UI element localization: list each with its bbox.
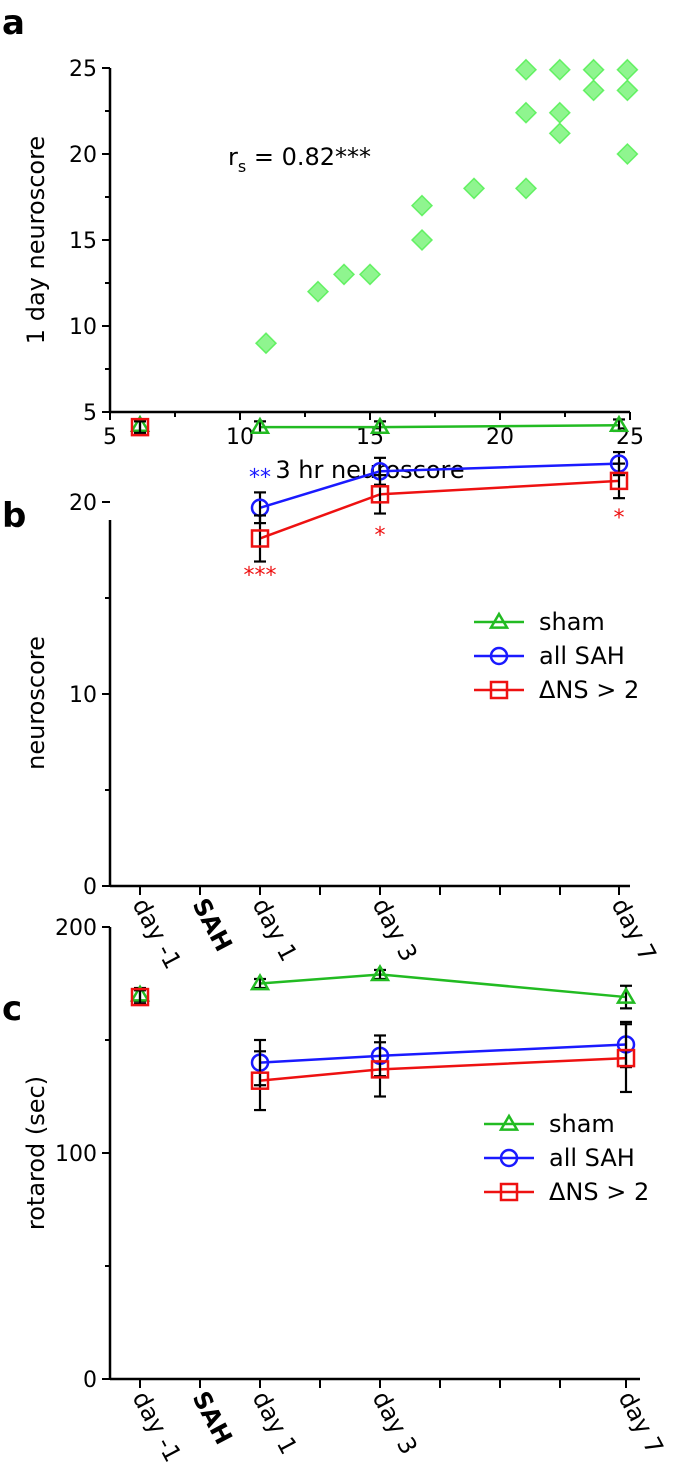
square-marker [609,471,629,491]
scatter-point [410,194,434,217]
triangle-marker [498,1113,520,1131]
x-category-label-c: day 7 [613,1387,669,1459]
scatter-point [514,58,538,81]
x-category-label-b: day 7 [606,894,662,966]
series-line [259,1056,627,1082]
x-category-label-c: day 3 [367,1387,423,1459]
scatter-point [332,263,356,286]
y-tick-label-a: 20 [69,143,97,168]
panel-c: c 0 100 200 day -1 SAH day 1 day 3 day 7 rotarod … [2,916,669,1466]
series-sham [129,963,637,1010]
x-category-label-b: day 1 [247,894,303,966]
significance-stars: * [375,523,386,548]
y-tick-label-b: 0 [83,875,97,900]
y-axis-label-a: 1 day neuroscore [22,136,50,344]
legend-label: sham [549,1110,615,1138]
scatter-point [462,177,486,200]
panel-b: b 0 10 20 day -1 SAH day 1 day 3 day 7 neuroscore… [2,414,662,974]
circle-marker [499,1148,519,1168]
y-tick-label-a: 10 [69,315,97,340]
scatter-point [548,122,571,145]
square-marker [370,485,390,504]
circle-marker [489,646,509,666]
x-category-label-c: SAH [187,1387,238,1450]
square-marker [130,987,150,1007]
legend-label: all SAH [549,1144,635,1172]
x-category-label-c: day 1 [247,1387,303,1459]
x-category-label-b: SAH [187,894,238,957]
x-tick-label-a: 20 [486,425,514,450]
triangle-marker [369,963,391,982]
scatter-point [616,58,639,81]
y-tick-label-c: 100 [55,1142,97,1167]
legend-b: sham all SAH ΔNS > 2 [474,608,639,704]
scatter-point [548,101,571,124]
triangle-marker [369,416,391,434]
scatter-point [358,263,382,286]
scatter-point [514,101,538,124]
y-tick-label-a: 15 [69,229,97,254]
triangle-marker [249,416,271,434]
scatter-point [254,332,278,355]
x-category-label-b: day 3 [367,894,423,966]
x-tick-label-a: 10 [226,425,254,450]
triangle-marker [488,611,510,629]
square-marker [616,1048,636,1068]
square-marker [130,417,150,437]
x-category-label-b: day -1 [127,894,187,974]
scatter-point [514,177,538,200]
series--ns-2 [130,417,629,563]
square-marker [499,1182,519,1202]
scatter-point [582,58,605,81]
panel-label-a: a [2,3,25,43]
series--ns-2 [130,987,636,1112]
scatter-point [548,58,571,81]
y-axis-label-c: rotarod (sec) [22,1076,50,1230]
series-line [259,973,627,999]
legend-label: sham [539,608,605,636]
legend-label: ΔNS > 2 [549,1178,649,1206]
legend-c: sham all SAH ΔNS > 2 [484,1110,649,1206]
y-tick-label-b: 20 [69,491,97,516]
y-tick-label-a: 5 [83,401,97,426]
series-line [260,423,620,429]
legend-label: ΔNS > 2 [539,676,639,704]
square-marker [370,1060,390,1079]
significance-stars: *** [244,564,277,589]
panel-label-c: c [2,989,22,1029]
y-tick-label-c: 200 [55,916,97,941]
y-tick-label-c: 0 [83,1368,97,1393]
series-line [259,479,620,540]
correlation-annotation: rs = 0.82*** [228,143,371,176]
legend-label: all SAH [539,642,625,670]
y-axis-label-b: neuroscore [22,636,50,770]
x-tick-label-a: 5 [103,425,117,450]
square-marker [250,1071,270,1090]
triangle-marker [615,986,637,1004]
y-tick-label-a: 25 [69,57,97,82]
significance-stars: * [614,506,625,531]
triangle-marker [249,973,271,991]
significance-stars: ** [249,466,271,491]
scatter-point [582,79,605,102]
scatter-point [616,142,639,166]
triangle-marker [608,414,630,433]
square-marker [489,680,509,700]
y-tick-label-b: 10 [69,683,97,708]
panel-label-b: b [2,496,26,536]
scatter-point [616,79,639,102]
series-sham [129,414,630,434]
square-marker [250,529,270,548]
scatter-point [410,228,434,252]
x-tick-label-a: 25 [616,425,644,450]
scatter-point [306,280,330,303]
x-category-label-c: day -1 [127,1387,187,1466]
